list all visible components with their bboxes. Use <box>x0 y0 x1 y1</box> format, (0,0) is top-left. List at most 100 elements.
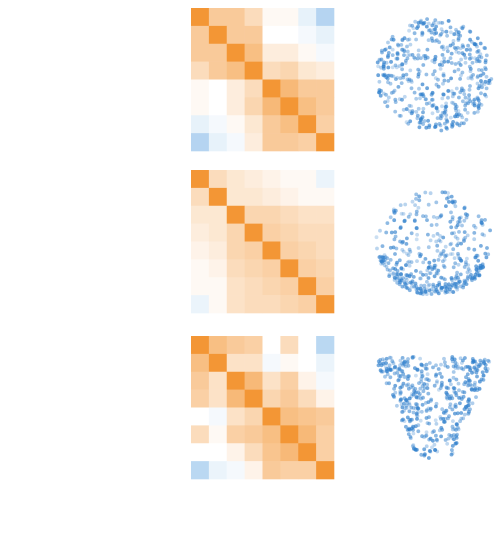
scatter-point <box>440 380 444 385</box>
scatter-point <box>424 362 429 367</box>
heatmap-cell <box>191 115 210 134</box>
scatter-point <box>434 271 439 276</box>
scatter-point <box>400 62 405 67</box>
scatter-point <box>447 378 452 383</box>
scatter-point <box>426 38 431 42</box>
scatter-point <box>460 70 465 75</box>
scatter-point <box>448 25 453 30</box>
scatter-point <box>389 230 394 235</box>
scatter-point <box>437 40 441 45</box>
scatter-point <box>483 79 488 84</box>
heatmap-cell <box>262 295 281 314</box>
scatter-point <box>434 239 439 244</box>
scatter-point <box>378 368 383 373</box>
heatmap-cell <box>262 170 281 189</box>
heatmap-cell <box>280 97 299 116</box>
scatter-point <box>416 205 421 210</box>
scatter-point <box>438 415 443 419</box>
scatter-point <box>468 382 473 387</box>
scatter-point <box>450 231 454 236</box>
heatmap-cell <box>208 389 228 408</box>
scatter-point <box>430 59 435 63</box>
scatter-point <box>419 362 424 367</box>
scatter-point <box>402 359 407 364</box>
scatter-point <box>419 452 424 457</box>
scatter-point <box>396 42 400 47</box>
heatmap-cell <box>191 259 210 278</box>
scatter-point <box>442 265 447 269</box>
scatter-point <box>451 290 455 294</box>
scatter-point <box>460 115 465 120</box>
scatter-point <box>434 82 439 87</box>
scatter-point <box>411 431 416 436</box>
heatmap-cell <box>316 170 335 189</box>
heatmap-cell <box>262 61 281 80</box>
scatter-point <box>393 63 398 68</box>
scatter-point <box>431 215 436 219</box>
scatter-point <box>464 260 468 265</box>
scatter-point <box>451 290 456 294</box>
heatmap-cell <box>191 79 210 98</box>
scatter-point <box>453 261 458 266</box>
scatter-point <box>454 422 459 426</box>
scatter-point <box>399 81 404 85</box>
scatter-point <box>435 271 440 276</box>
scatter-point <box>398 385 403 390</box>
scatter-point <box>414 237 419 242</box>
heatmap-cell <box>316 259 335 278</box>
scatter-point <box>430 430 435 435</box>
scatter-point <box>379 57 384 62</box>
scatter-point <box>468 269 472 273</box>
scatter-point <box>471 358 476 363</box>
scatter-point <box>438 214 443 219</box>
scatter-point <box>438 234 443 238</box>
scatter-point <box>444 204 448 209</box>
scatter-point <box>450 277 454 282</box>
scatter-point <box>448 402 453 407</box>
scatter-point <box>380 50 384 55</box>
heatmap-cell <box>316 277 335 296</box>
scatter-point <box>404 398 408 403</box>
scatter-point <box>394 246 399 251</box>
scatter-point <box>440 21 445 25</box>
scatter-point <box>419 409 424 414</box>
scatter-point <box>413 366 417 370</box>
heatmap-cell <box>226 295 245 314</box>
scatter-point <box>445 45 450 50</box>
heatmap-cell <box>226 461 245 480</box>
scatter-point <box>445 286 449 290</box>
scatter-point <box>406 253 411 257</box>
scatter-point <box>438 251 443 256</box>
scatter-point <box>387 367 392 372</box>
scatter-point <box>454 434 458 439</box>
heatmap-cell <box>191 61 210 80</box>
scatter-point <box>475 75 480 80</box>
scatter-point <box>459 366 464 371</box>
scatter-point <box>469 387 474 392</box>
scatter-point <box>479 264 483 268</box>
scatter-point <box>453 114 458 119</box>
scatter-point <box>441 81 445 86</box>
scatter-point <box>421 214 425 219</box>
scatter-point <box>431 21 436 26</box>
scatter-point <box>399 390 403 394</box>
scatter-point <box>434 31 439 35</box>
scatter-point <box>405 360 410 364</box>
scatter-point <box>443 254 448 259</box>
scatter-point <box>393 390 398 395</box>
heatmap-cell <box>280 8 299 27</box>
heatmap-cell <box>208 8 228 27</box>
heatmap-cell <box>191 43 210 62</box>
scatter-point <box>455 122 460 126</box>
scatter-point <box>467 93 471 98</box>
heatmap-cell <box>316 61 335 80</box>
scatter-point <box>398 389 402 394</box>
scatter-point <box>416 429 421 434</box>
scatter-point <box>446 19 451 23</box>
scatter-point <box>430 98 434 102</box>
scatter-point <box>458 272 463 277</box>
heatmap-cell <box>316 187 335 207</box>
scatter-point <box>447 378 452 383</box>
scatter-point <box>451 247 456 252</box>
